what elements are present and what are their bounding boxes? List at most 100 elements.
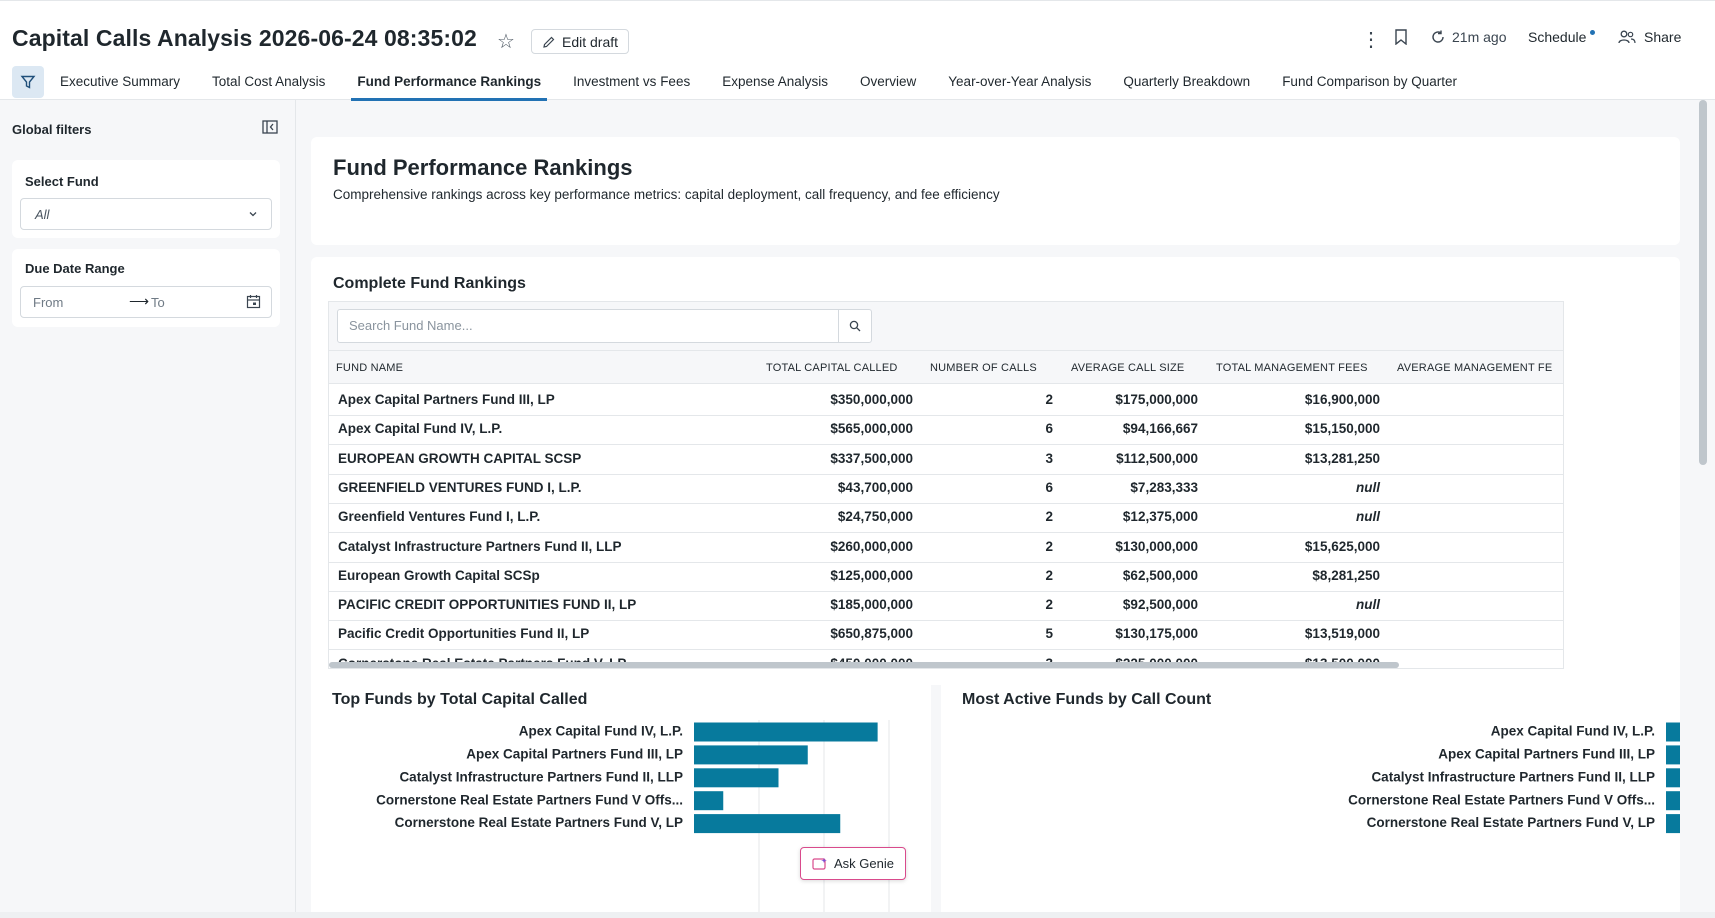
category-label: Apex Capital Fund IV, L.P. — [1491, 724, 1655, 739]
category-label: Cornerstone Real Estate Partners Fund V … — [376, 792, 683, 807]
filter-toggle-button[interactable] — [12, 66, 44, 98]
tab-overview[interactable]: Overview — [860, 74, 917, 89]
bottom-edge — [0, 912, 1715, 918]
column-header[interactable]: TOTAL CAPITAL CALLED — [766, 362, 898, 374]
collapse-sidebar-icon[interactable] — [262, 120, 278, 139]
dashboard-canvas: Fund Performance Rankings Comprehensive … — [297, 100, 1697, 918]
table-cell: 6 — [1045, 421, 1053, 437]
table-cell: Catalyst Infrastructure Partners Fund II… — [338, 538, 622, 554]
table-horizontal-scrollbar[interactable] — [329, 662, 1399, 668]
bar[interactable] — [1666, 791, 1680, 811]
tab-executive-summary[interactable]: Executive Summary — [60, 74, 181, 89]
category-label: Catalyst Infrastructure Partners Fund II… — [399, 769, 683, 784]
bar[interactable] — [694, 722, 878, 742]
bar[interactable] — [1666, 768, 1680, 788]
table-cell: EUROPEAN GROWTH CAPITAL SCSP — [338, 450, 582, 466]
bar[interactable] — [1666, 745, 1680, 765]
column-header[interactable]: FUND NAME — [336, 362, 404, 374]
date-to-field[interactable]: To — [151, 295, 165, 310]
call-count-bar-chart: Apex Capital Fund IV, L.P. Apex Capital P… — [1348, 722, 1680, 834]
tab-quarterly-breakdown[interactable]: Quarterly Breakdown — [1123, 74, 1251, 89]
table-row[interactable]: Apex Capital Partners Fund III, LP $350,0… — [329, 384, 1563, 416]
tab-expense-analysis[interactable]: Expense Analysis — [722, 74, 829, 89]
table-cell: $13,281,250 — [1304, 450, 1380, 466]
chart-title: Most Active Funds by Call Count — [962, 691, 1212, 708]
more-options-icon[interactable]: ⋮ — [1361, 29, 1381, 51]
page-vertical-scrollbar[interactable] — [1699, 100, 1707, 465]
sidebar-title: Global filters — [12, 122, 92, 137]
column-header[interactable]: NUMBER OF CALLS — [930, 362, 1037, 374]
share-label: Share — [1644, 29, 1682, 45]
table-cell: GREENFIELD VENTURES FUND I, L.P. — [338, 479, 582, 495]
select-fund-filter: Select Fund All — [12, 160, 280, 238]
table-cell: null — [1356, 509, 1380, 525]
tab-fund-comparison-by-quarter[interactable]: Fund Comparison by Quarter — [1282, 74, 1458, 89]
table-cell: $7,283,333 — [1130, 479, 1198, 495]
search-button[interactable] — [838, 309, 872, 343]
column-header[interactable]: AVERAGE MANAGEMENT FE — [1397, 362, 1553, 374]
arrow-right-icon: ⟶ — [129, 293, 150, 309]
table-row[interactable]: Pacific Credit Opportunities Fund II, LP… — [329, 618, 1563, 651]
search-input[interactable]: Search Fund Name... — [337, 309, 839, 343]
table-cell: 2 — [1045, 538, 1053, 554]
table-row[interactable]: Apex Capital Fund IV, L.P. $565,000,000 6 $… — [329, 413, 1563, 446]
table-row[interactable]: Greenfield Ventures Fund I, L.P. $24,750,… — [329, 501, 1563, 534]
schedule-indicator — [1590, 30, 1595, 35]
bar[interactable] — [694, 745, 808, 765]
table-cell: null — [1356, 479, 1380, 495]
table-row[interactable]: PACIFIC CREDIT OPPORTUNITIES FUND II, LP… — [329, 589, 1563, 622]
column-header[interactable]: AVERAGE CALL SIZE — [1071, 362, 1185, 374]
table-cell: PACIFIC CREDIT OPPORTUNITIES FUND II, LP — [338, 597, 637, 613]
schedule-button[interactable]: Schedule — [1528, 29, 1587, 45]
table-cell: Apex Capital Fund IV, L.P. — [338, 421, 503, 437]
select-fund-label: Select Fund — [25, 174, 99, 189]
category-label: Apex Capital Fund IV, L.P. — [519, 724, 683, 739]
select-fund-dropdown[interactable]: All — [20, 198, 272, 230]
tab-total-cost-analysis[interactable]: Total Cost Analysis — [212, 74, 326, 89]
date-from-field[interactable]: From — [33, 295, 64, 310]
share-button[interactable]: Share — [1618, 29, 1681, 45]
filter-icon — [20, 75, 36, 89]
table-cell: null — [1356, 597, 1380, 613]
bar[interactable] — [694, 814, 841, 834]
table-cell: $337,500,000 — [830, 450, 913, 466]
table-row[interactable]: GREENFIELD VENTURES FUND I, L.P. $43,700,… — [329, 472, 1563, 504]
tab-investment-vs-fees[interactable]: Investment vs Fees — [573, 74, 691, 89]
bookmark-icon[interactable] — [1394, 29, 1408, 45]
date-range-input[interactable]: From ⟶ To — [20, 286, 272, 318]
category-label: Apex Capital Partners Fund III, LP — [1438, 746, 1655, 761]
table-cell: $565,000,000 — [830, 421, 913, 437]
category-label: Cornerstone Real Estate Partners Fund V,… — [395, 815, 683, 830]
top-bar: Capital Calls Analysis 2026-06-24 08:35:… — [0, 0, 1715, 101]
table-cell: $130,000,000 — [1115, 538, 1198, 554]
users-icon — [1618, 30, 1636, 44]
tab-fund-performance-rankings[interactable]: Fund Performance Rankings — [351, 67, 548, 101]
star-icon[interactable]: ☆ — [497, 31, 515, 53]
tab-year-over-year-analysis[interactable]: Year-over-Year Analysis — [948, 74, 1092, 89]
bar[interactable] — [694, 791, 724, 811]
table-header: FUND NAME TOTAL CAPITAL CALLED NUMBER OF… — [329, 350, 1563, 384]
table-cell: 2 — [1045, 567, 1053, 583]
table-cell: $175,000,000 — [1115, 392, 1198, 407]
category-label: Catalyst Infrastructure Partners Fund II… — [1371, 769, 1655, 784]
table-row[interactable]: EUROPEAN GROWTH CAPITAL SCSP $337,500,000… — [329, 443, 1563, 475]
table-cell: $15,625,000 — [1304, 538, 1380, 554]
table-cell: $130,175,000 — [1115, 626, 1198, 642]
category-label: Cornerstone Real Estate Partners Fund V,… — [1367, 815, 1655, 830]
calendar-icon[interactable] — [246, 294, 261, 309]
column-header[interactable]: TOTAL MANAGEMENT FEES — [1216, 362, 1368, 374]
edit-draft-button[interactable]: Edit draft — [531, 29, 630, 54]
table-cell: $16,900,000 — [1304, 392, 1380, 407]
bar[interactable] — [694, 768, 779, 788]
table-cell: $260,000,000 — [830, 538, 913, 554]
refresh-button[interactable]: 21m ago — [1430, 29, 1506, 45]
table-row[interactable]: European Growth Capital SCSp $125,000,000… — [329, 560, 1563, 592]
bar[interactable] — [1666, 814, 1680, 834]
table-cell: European Growth Capital SCSp — [338, 567, 540, 583]
table-cell: $112,500,000 — [1116, 450, 1198, 466]
bar[interactable] — [1666, 722, 1680, 742]
table-cell: $13,519,000 — [1304, 626, 1380, 642]
table-cell: $650,875,000 — [830, 626, 913, 642]
table-row[interactable]: Catalyst Infrastructure Partners Fund II… — [329, 531, 1563, 563]
ask-genie-button[interactable]: Ask Genie — [800, 847, 906, 880]
